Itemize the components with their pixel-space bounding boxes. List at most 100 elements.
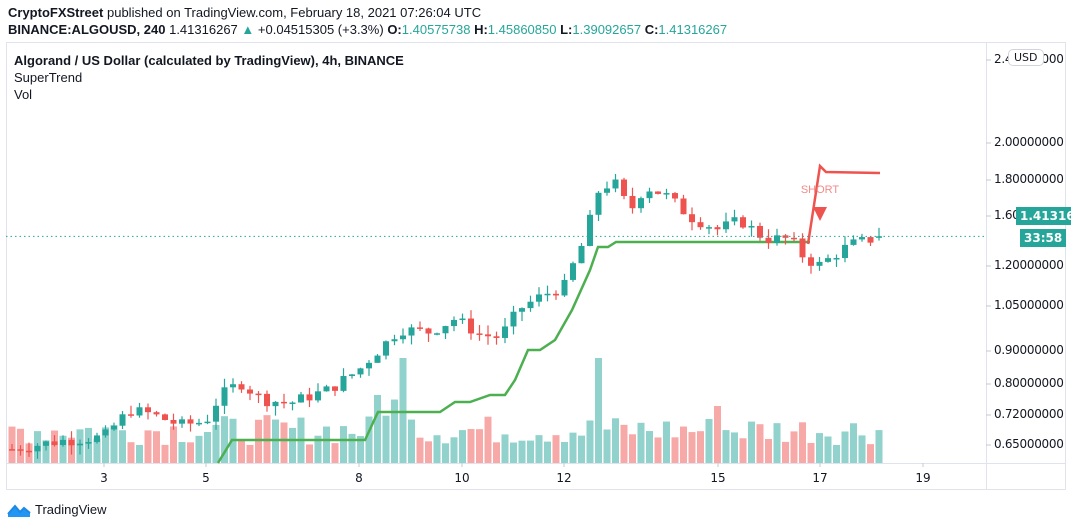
tradingview-brand[interactable]: TradingView <box>7 502 107 517</box>
candle-body <box>9 449 15 451</box>
candle-body <box>706 227 712 229</box>
price-tick: 0.80000000 <box>994 376 1064 390</box>
candle-body <box>128 414 134 416</box>
candle-body <box>289 402 296 404</box>
volume-bar <box>833 444 840 463</box>
candle-body <box>527 301 534 309</box>
currency-button[interactable]: USD <box>1008 49 1044 66</box>
volume-bar <box>289 427 296 463</box>
price-tick: 0.72000000 <box>994 407 1064 421</box>
candle-body <box>153 412 160 415</box>
time-tick: 10 <box>454 471 470 485</box>
volume-bar <box>187 442 194 463</box>
volume-bar <box>824 436 832 463</box>
candle-body <box>391 339 398 342</box>
candle-body <box>332 386 338 391</box>
candle-body <box>119 414 126 426</box>
volume-bar <box>459 430 466 463</box>
volume-bar <box>170 426 177 463</box>
candle-body <box>26 450 32 453</box>
candle-body <box>417 327 423 329</box>
symbol-label: BINANCE:ALGOUSD, 240 <box>8 22 166 37</box>
candle-body <box>553 293 559 296</box>
price-tick: 0.65000000 <box>994 437 1064 451</box>
candle-body <box>468 318 474 334</box>
volume-bar <box>416 437 424 463</box>
close-label: C: <box>644 22 659 37</box>
time-tick: 8 <box>355 471 363 485</box>
short-arrow-icon <box>813 207 827 221</box>
candle-body <box>204 421 211 424</box>
volume-bar <box>782 441 789 463</box>
volume-bar <box>221 416 228 463</box>
candle-body <box>850 239 857 245</box>
candle-body <box>510 311 517 327</box>
candle-body <box>264 393 270 407</box>
supertrend-up-line <box>216 240 810 464</box>
volume-bar <box>323 426 330 463</box>
volume-bar <box>637 422 645 463</box>
last-price: 1.41316267 <box>169 22 238 37</box>
volume-bar <box>136 444 143 463</box>
candle-body <box>77 443 83 446</box>
change-value: +0.04515305 (+3.3%) <box>257 22 384 37</box>
time-tick: 3 <box>100 471 108 485</box>
volume-bar <box>212 424 220 463</box>
candle-body <box>340 376 347 391</box>
candle-body <box>221 387 228 406</box>
candle-body <box>629 195 636 209</box>
volume-bar <box>484 416 492 463</box>
volume-bar <box>365 416 373 463</box>
candle-body <box>60 439 66 446</box>
volume-bar <box>501 434 509 463</box>
time-tick: 15 <box>710 471 726 485</box>
candle-body <box>323 386 330 392</box>
volume-bar <box>382 415 390 463</box>
candle-body <box>714 227 721 230</box>
legend-supertrend[interactable]: SuperTrend <box>14 70 83 85</box>
volume-bar <box>442 443 449 463</box>
price-tick: 1.20000000 <box>994 258 1064 272</box>
volume-bar <box>552 435 560 463</box>
candle-body <box>757 225 763 238</box>
volume-bar <box>595 358 602 463</box>
volume-bar <box>408 419 415 463</box>
time-axis-border <box>6 463 1066 464</box>
candle-body <box>213 405 219 422</box>
candle-body <box>799 238 806 258</box>
brand-label: TradingView <box>35 502 107 517</box>
legend-title[interactable]: Algorand / US Dollar (calculated by Trad… <box>14 53 404 68</box>
volume-bar <box>280 422 288 463</box>
volume-bar <box>773 423 781 463</box>
volume-bar <box>467 429 475 463</box>
candle-body <box>247 389 253 394</box>
chart-legend: Algorand / US Dollar (calculated by Trad… <box>14 52 404 103</box>
volume-bar <box>544 441 551 463</box>
candle-body <box>315 391 321 401</box>
candle-body <box>442 326 449 334</box>
volume-bar <box>391 399 398 463</box>
candle-body <box>306 394 313 401</box>
candle-body <box>383 341 389 356</box>
candle-body <box>808 257 814 266</box>
candle-body <box>102 429 109 436</box>
short-signal-label: SHORT <box>801 184 840 196</box>
open-label: O: <box>387 22 402 37</box>
volume-bar <box>374 395 381 463</box>
volume-bar <box>238 439 245 463</box>
volume-bar <box>510 442 517 463</box>
chart-frame[interactable] <box>6 42 1066 490</box>
low-value: 1.39092657 <box>572 22 642 37</box>
volume-bar <box>569 432 577 463</box>
legend-vol[interactable]: Vol <box>14 87 33 102</box>
candle-body <box>451 319 457 327</box>
time-tick: 5 <box>202 471 210 485</box>
published-text: published on TradingView.com, February 1… <box>106 5 482 20</box>
candle-body <box>179 419 185 424</box>
candle-body <box>230 384 236 388</box>
candle-body <box>833 258 840 260</box>
volume-bar <box>476 429 483 463</box>
volume-bar <box>127 442 135 463</box>
candle-body <box>111 425 117 430</box>
